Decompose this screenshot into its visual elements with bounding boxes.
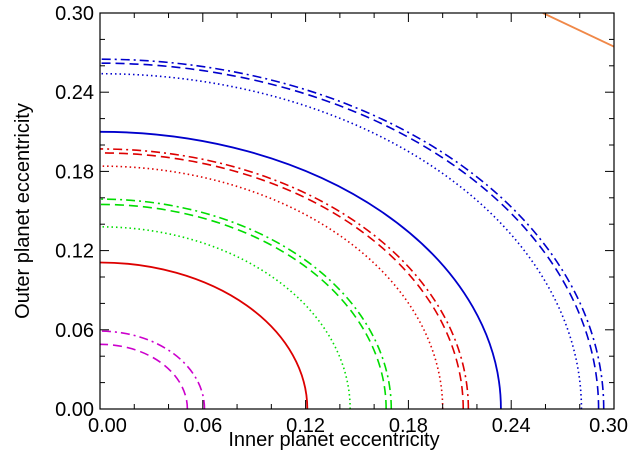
x-tick-label: 0.24	[492, 415, 531, 437]
plot-frame	[99, 12, 615, 410]
series-curve-6	[100, 226, 351, 409]
x-tick-label: 0.06	[183, 415, 222, 437]
x-axis-label: Inner planet eccentricity	[228, 429, 439, 451]
x-tick-label: 0.12	[286, 415, 325, 437]
series-curve-9	[100, 165, 444, 409]
x-tick-label: 0.00	[88, 415, 127, 437]
series-curve-10	[100, 130, 502, 409]
y-tick-label: 0.12	[55, 241, 94, 263]
x-tick-label: 0.18	[389, 415, 428, 437]
y-tick-label: 0.30	[55, 3, 94, 25]
series-curve-12	[100, 62, 600, 409]
series-curve-2	[100, 343, 189, 409]
series-curve-7	[100, 148, 470, 409]
y-axis-label: Outer planet eccentricity	[12, 103, 34, 319]
series-curve-11	[100, 58, 605, 409]
series-curve-8	[100, 152, 465, 409]
series-curve-3	[100, 261, 309, 409]
plot-curves	[100, 13, 614, 409]
y-tick-label: 0.06	[55, 320, 94, 342]
axis-ticks: 0.00 0.06 0.12 0.18 0.24 0.30 0.00 0.06 0.12 0.18…	[55, 3, 628, 437]
y-tick-label: 0.18	[55, 161, 94, 183]
series-curve-5	[100, 203, 387, 409]
y-tick-label: 0.00	[55, 399, 94, 421]
x-tick-label: 0.30	[589, 415, 628, 437]
y-tick-label: 0.24	[55, 82, 94, 104]
series-curve-1	[100, 330, 206, 409]
series-curve-14	[542, 13, 614, 48]
series-curve-4	[100, 198, 393, 409]
plot-background	[100, 13, 614, 409]
